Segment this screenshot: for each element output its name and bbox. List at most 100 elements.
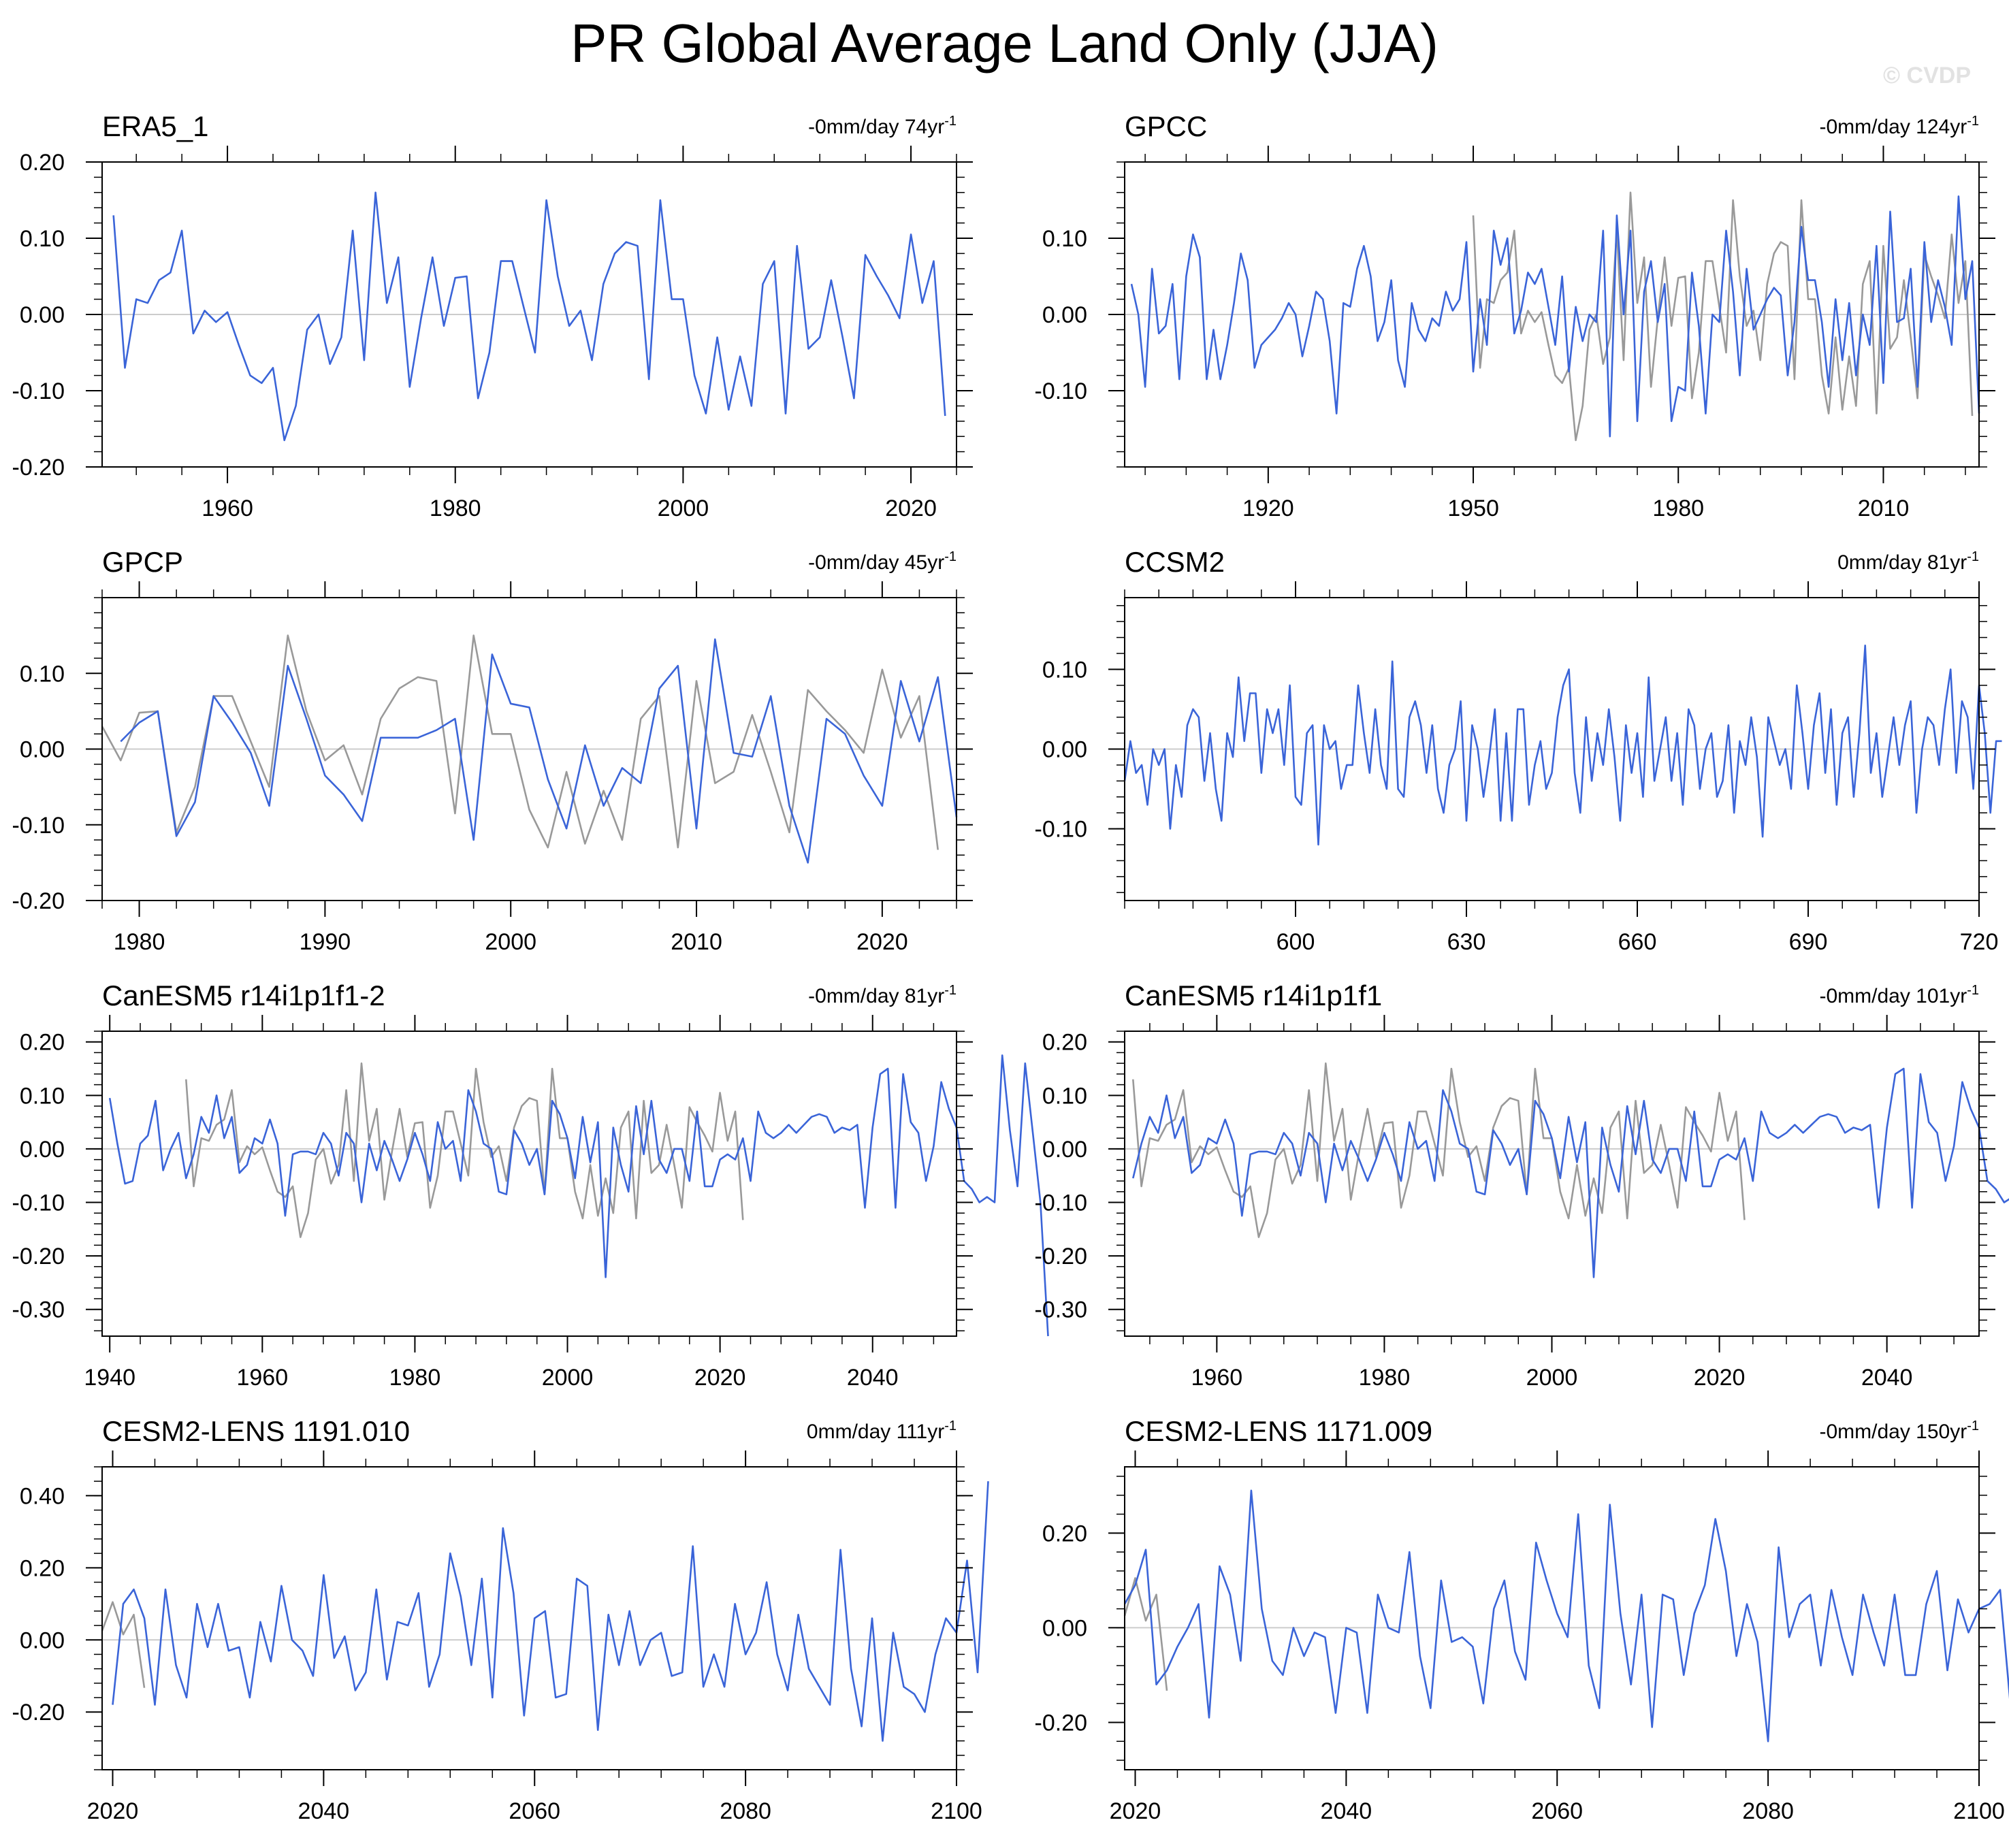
series-line: [120, 638, 958, 864]
y-tick-label: 0.10: [1042, 226, 1087, 252]
x-tick-label: 1920: [1242, 496, 1294, 521]
x-tick-label: 2020: [694, 1365, 746, 1391]
page-title: PR Global Average Land Only (JJA): [570, 13, 1439, 74]
y-tick-label: 0.20: [20, 1555, 65, 1581]
x-tick-label: 2100: [931, 1798, 982, 1824]
chart-panel: GPCP -0mm/day 45yr-1 1980 1990 2000 2010 2020 -…: [12, 546, 973, 955]
y-tick-label: 0.40: [20, 1483, 65, 1509]
x-tick-label: 2000: [658, 496, 709, 521]
x-tick-label: 1980: [1359, 1365, 1411, 1391]
trend-label: -0mm/day 124yr-1: [1819, 114, 1979, 138]
series-line: [101, 1601, 146, 1688]
y-tick-label: -0.10: [1035, 1190, 1088, 1216]
chart-panel: GPCC -0mm/day 124yr-1 1920 1950 1980 2010 -0.1…: [1035, 110, 1995, 521]
trend-label: -0mm/day 101yr-1: [1819, 983, 1979, 1007]
series-line: [185, 1062, 744, 1238]
y-tick-label: 0.20: [1042, 1030, 1087, 1056]
y-tick-label: 0.00: [20, 1137, 65, 1163]
x-tick-label: 2020: [885, 496, 937, 521]
x-tick-label: 2010: [1858, 496, 1910, 521]
series-line: [1130, 195, 1980, 438]
x-tick-label: 2000: [485, 929, 536, 955]
x-tick-label: 1940: [84, 1365, 135, 1391]
chart-title: CCSM2: [1125, 546, 1225, 578]
y-tick-label: -0.20: [1035, 1244, 1088, 1269]
x-tick-label: 2060: [509, 1798, 560, 1824]
chart-panel: CanESM5 r14i1p1f1 -0mm/day 101yr-1 1960 198…: [1035, 979, 2009, 1391]
plot-frame: [1124, 1031, 1980, 1337]
x-tick-label: 2040: [1321, 1798, 1372, 1824]
x-tick-label: 1960: [236, 1365, 288, 1391]
x-tick-label: 1980: [114, 929, 165, 955]
trend-label: -0mm/day 74yr-1: [808, 114, 957, 138]
x-tick-label: 1950: [1447, 496, 1499, 521]
series-line: [101, 634, 939, 850]
x-tick-label: 2020: [1694, 1365, 1746, 1391]
x-tick-label: 600: [1276, 929, 1315, 955]
x-tick-label: 1990: [300, 929, 351, 955]
series-line: [1123, 1577, 1168, 1691]
y-tick-label: 0.00: [1042, 1137, 1087, 1163]
x-tick-label: 2040: [1861, 1365, 1913, 1391]
chart-title: ERA5_1: [102, 110, 208, 142]
x-tick-label: 2000: [1526, 1365, 1578, 1391]
x-tick-label: 2040: [847, 1365, 899, 1391]
y-tick-label: -0.20: [12, 1700, 65, 1725]
x-tick-label: 2020: [87, 1798, 139, 1824]
x-tick-label: 2020: [856, 929, 908, 955]
x-tick-label: 1980: [430, 496, 481, 521]
x-tick-label: 2020: [1110, 1798, 1161, 1824]
y-tick-label: 0.20: [20, 1030, 65, 1056]
x-tick-label: 690: [1789, 929, 1828, 955]
series-line: [112, 191, 946, 442]
chart-title: CESM2-LENS 1171.009: [1125, 1415, 1432, 1447]
y-tick-label: 0.10: [20, 226, 65, 252]
chart-panel: ERA5_1 -0mm/day 74yr-1 1960 1980 2000 2020 -0.…: [12, 110, 973, 521]
y-tick-label: -0.10: [1035, 817, 1088, 843]
y-tick-label: 0.10: [1042, 657, 1087, 683]
y-tick-label: 0.00: [1042, 1615, 1087, 1641]
x-tick-label: 660: [1618, 929, 1657, 955]
y-tick-label: -0.10: [12, 378, 65, 404]
chart-title: CanESM5 r14i1p1f1: [1125, 979, 1382, 1011]
series-line: [108, 1054, 1049, 1337]
y-tick-label: 0.00: [1042, 737, 1087, 763]
trend-label: 0mm/day 111yr-1: [807, 1419, 957, 1443]
series-line: [1123, 644, 2002, 846]
chart-panel: CESM2-LENS 1191.010 0mm/day 111yr-1 2020 20…: [12, 1415, 989, 1824]
series-line: [112, 1481, 989, 1742]
y-tick-label: 0.20: [1042, 1521, 1087, 1546]
y-tick-label: -0.20: [12, 888, 65, 914]
y-tick-label: -0.20: [12, 455, 65, 481]
y-tick-label: -0.10: [1035, 378, 1088, 404]
y-tick-label: 0.10: [20, 661, 65, 687]
chart-title: CanESM5 r14i1p1f1-2: [102, 979, 385, 1011]
x-tick-label: 720: [1960, 929, 1999, 955]
y-tick-label: -0.10: [12, 813, 65, 839]
trend-label: -0mm/day 45yr-1: [808, 549, 957, 574]
plot-frame: [1124, 1466, 1980, 1770]
x-tick-label: 2010: [671, 929, 722, 955]
plot-frame: [101, 1031, 957, 1337]
trend-label: 0mm/day 81yr-1: [1837, 549, 1979, 574]
x-tick-label: 630: [1447, 929, 1486, 955]
y-tick-label: -0.30: [12, 1297, 65, 1323]
x-tick-label: 2000: [542, 1365, 594, 1391]
x-tick-label: 1980: [1652, 496, 1704, 521]
chart-panel: CanESM5 r14i1p1f1-2 -0mm/day 81yr-1 1940 19…: [12, 979, 1049, 1391]
y-tick-label: -0.20: [12, 1244, 65, 1269]
watermark: © CVDP: [1883, 63, 1971, 88]
x-tick-label: 1960: [202, 496, 253, 521]
chart-panel: CCSM2 0mm/day 81yr-1 600 630 660 690 720 -0.10 0…: [1035, 546, 2002, 955]
series-line: [1472, 191, 1974, 442]
chart-title: GPCC: [1125, 110, 1207, 142]
y-tick-label: 0.10: [1042, 1083, 1087, 1109]
x-tick-label: 2100: [1953, 1798, 2005, 1824]
y-tick-label: 0.00: [20, 737, 65, 763]
y-tick-label: 0.00: [20, 1627, 65, 1653]
y-tick-label: -0.20: [1035, 1710, 1088, 1736]
series-line: [1132, 1067, 2009, 1278]
series-line: [1132, 1062, 1746, 1238]
series-line: [1123, 1489, 2009, 1742]
